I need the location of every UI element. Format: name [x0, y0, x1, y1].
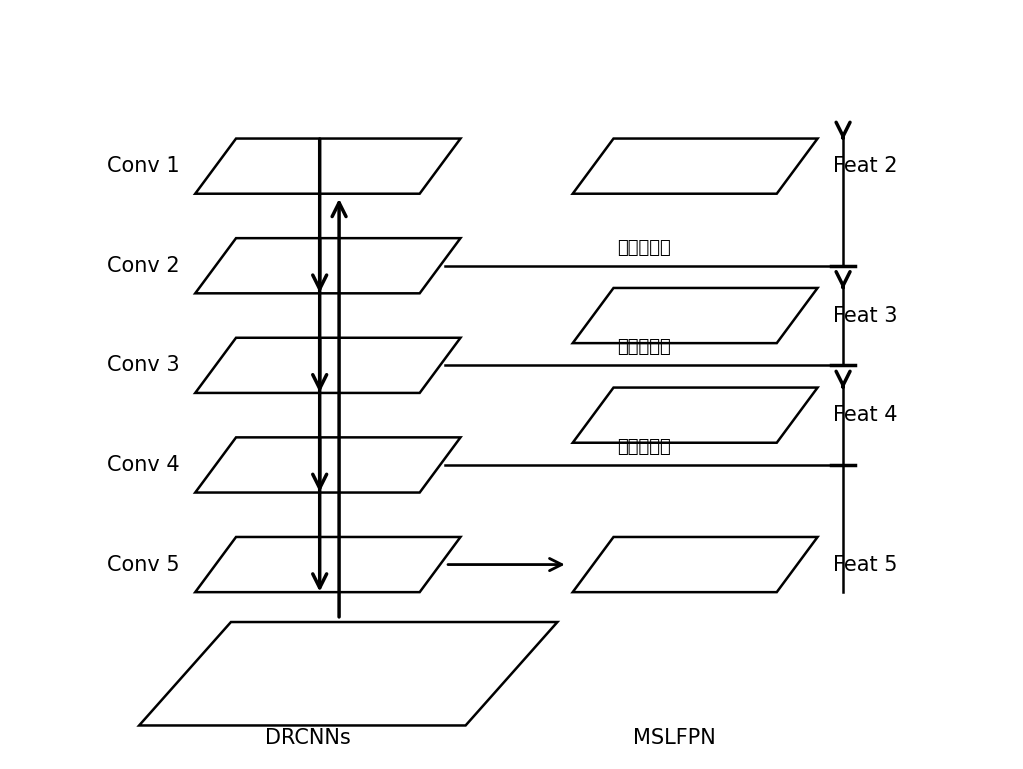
Text: 按像素相加: 按像素相加: [617, 338, 671, 356]
Text: Conv 1: Conv 1: [107, 156, 180, 176]
Text: 按像素相加: 按像素相加: [617, 438, 671, 456]
Polygon shape: [195, 338, 460, 393]
Text: MSLFPN: MSLFPN: [633, 728, 716, 748]
Text: Feat 2: Feat 2: [833, 156, 897, 176]
Text: DRCNNs: DRCNNs: [265, 728, 350, 748]
Text: Conv 4: Conv 4: [107, 455, 180, 475]
Text: Feat 3: Feat 3: [833, 305, 897, 325]
Polygon shape: [573, 388, 817, 443]
Polygon shape: [573, 138, 817, 194]
Polygon shape: [195, 238, 460, 293]
Text: 按像素相加: 按像素相加: [617, 238, 671, 257]
Polygon shape: [195, 138, 460, 194]
Text: Feat 4: Feat 4: [833, 405, 897, 425]
Polygon shape: [195, 537, 460, 592]
Polygon shape: [573, 537, 817, 592]
Polygon shape: [573, 288, 817, 343]
Text: Conv 2: Conv 2: [107, 256, 180, 276]
Text: Conv 5: Conv 5: [107, 554, 180, 574]
Polygon shape: [139, 622, 558, 725]
Text: Conv 3: Conv 3: [107, 355, 180, 375]
Text: Feat 5: Feat 5: [833, 554, 897, 574]
Polygon shape: [195, 438, 460, 492]
